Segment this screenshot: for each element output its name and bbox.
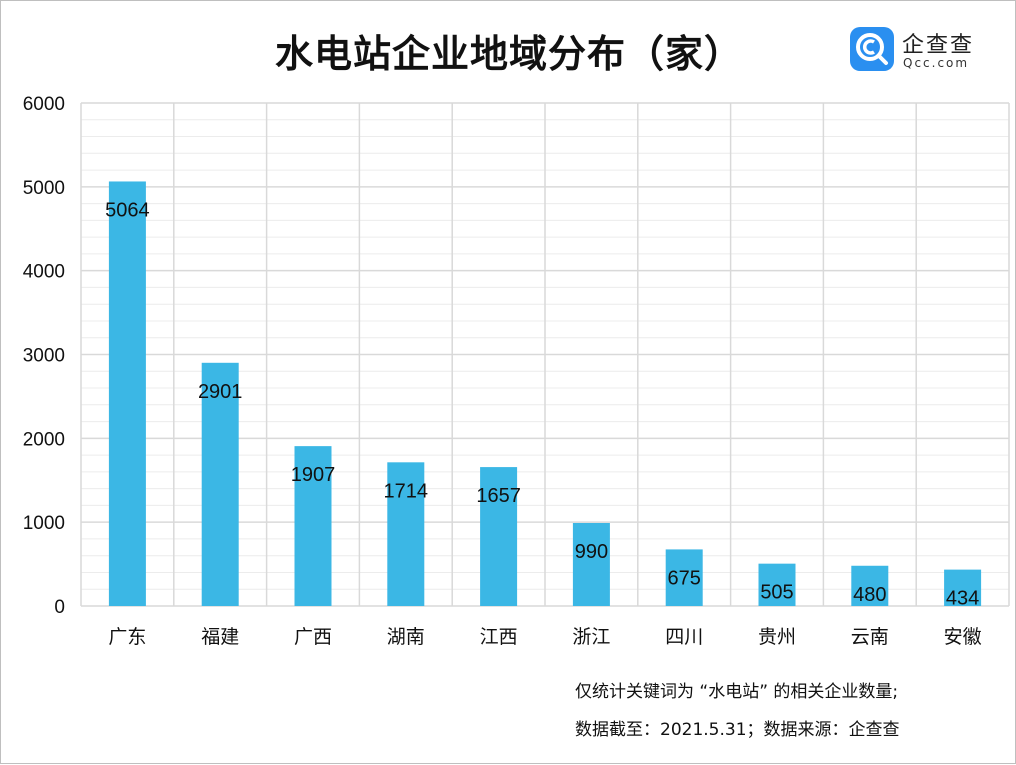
x-tick-label: 广西 [294, 626, 332, 648]
y-tick-label: 2000 [23, 429, 65, 450]
bar [665, 549, 703, 606]
footnote-scope: 仅统计关键词为 “水电站” 的相关企业数量; [575, 682, 899, 702]
data-label: 990 [575, 541, 608, 563]
x-tick-label: 福建 [201, 626, 239, 648]
data-label: 1657 [476, 485, 521, 507]
data-label: 434 [946, 588, 979, 610]
y-tick-label: 0 [54, 597, 65, 618]
bar [851, 565, 889, 606]
bar [944, 569, 982, 606]
data-label: 480 [853, 584, 886, 606]
bar [387, 462, 425, 606]
data-label: 1714 [384, 480, 429, 502]
bar [480, 467, 518, 606]
data-label: 2901 [198, 381, 243, 403]
brand-name-en: Qcc.com [903, 56, 970, 70]
bar [758, 563, 796, 606]
y-tick-label: 5000 [23, 178, 65, 199]
y-tick-label: 3000 [23, 346, 65, 367]
data-label: 505 [760, 582, 793, 604]
bar [108, 181, 146, 606]
y-tick-label: 4000 [23, 262, 65, 283]
brand-logo: 企查查 Qcc.com [850, 27, 1000, 73]
bar [572, 523, 610, 606]
data-label: 1907 [291, 464, 336, 486]
data-label: 675 [668, 567, 701, 589]
footnote-source: 数据截至：2021.5.31；数据来源：企查查 [575, 720, 900, 740]
data-label: 5064 [105, 199, 150, 221]
x-tick-label: 安徽 [944, 626, 982, 648]
brand-name-cn: 企查查 [902, 33, 975, 58]
x-tick-label: 四川 [665, 626, 703, 648]
qcc-logo-icon [850, 27, 894, 71]
bar [201, 362, 239, 606]
bar [294, 446, 332, 606]
x-tick-label: 广东 [108, 626, 146, 648]
x-tick-label: 云南 [851, 626, 889, 648]
chart-title: 水电站企业地域分布（家） [274, 32, 743, 76]
x-tick-label: 浙江 [572, 626, 610, 648]
x-tick-label: 湖南 [387, 626, 425, 648]
x-tick-label: 江西 [480, 626, 518, 648]
x-tick-label: 贵州 [758, 626, 796, 648]
y-tick-label: 6000 [23, 94, 65, 115]
y-tick-label: 1000 [23, 513, 65, 534]
